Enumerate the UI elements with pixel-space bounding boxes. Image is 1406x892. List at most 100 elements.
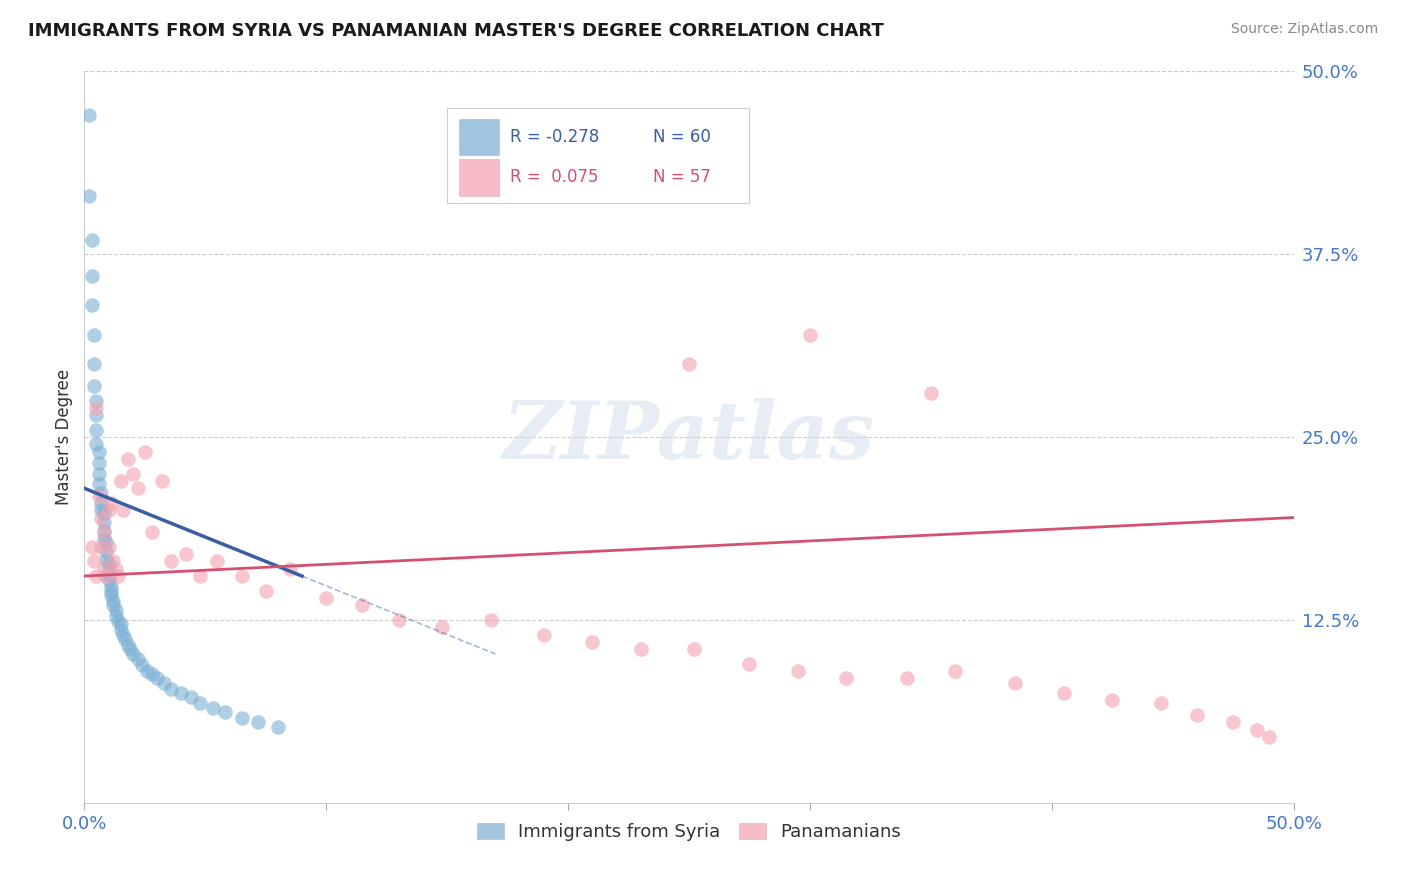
Point [83, 327, 105, 342]
Point [103, 554, 125, 568]
Point [254, 583, 277, 598]
Point [231, 569, 253, 583]
Point [90, 485, 112, 500]
Point [87, 444, 110, 458]
Point [1185, 708, 1208, 723]
Text: R =  0.075: R = 0.075 [510, 169, 599, 186]
Point [93, 562, 115, 576]
Point [1222, 715, 1244, 730]
Point [80, 540, 103, 554]
Point [121, 467, 143, 481]
Point [160, 554, 183, 568]
Point [146, 672, 169, 686]
Point [170, 686, 193, 700]
Point [207, 554, 229, 568]
Point [1004, 676, 1026, 690]
Point [114, 632, 136, 646]
Point [87, 489, 110, 503]
Point [738, 657, 761, 671]
Point [103, 594, 125, 608]
Point [93, 506, 115, 520]
Point [190, 569, 212, 583]
Point [94, 569, 117, 583]
Point [97, 562, 120, 576]
Point [127, 481, 149, 495]
Point [80, 298, 103, 312]
Point [1149, 696, 1171, 710]
Point [83, 379, 105, 393]
Point [86, 569, 108, 583]
Point [943, 664, 966, 678]
Point [83, 357, 105, 371]
Point [352, 599, 374, 613]
Point [1053, 686, 1076, 700]
Point [174, 547, 197, 561]
Point [214, 705, 236, 719]
Point [682, 642, 704, 657]
Point [786, 664, 808, 678]
Point [86, 408, 108, 422]
Point [103, 599, 125, 613]
Point [121, 647, 143, 661]
Text: R = -0.278: R = -0.278 [510, 128, 599, 146]
Point [100, 579, 122, 593]
Point [1246, 723, 1268, 737]
Point [278, 562, 301, 576]
Point [83, 554, 105, 568]
Point [80, 233, 103, 247]
Point [90, 540, 112, 554]
Point [94, 544, 117, 558]
Point [127, 652, 149, 666]
Point [131, 658, 153, 673]
Point [120, 642, 142, 657]
Point [97, 556, 120, 570]
Point [180, 690, 202, 705]
Point [190, 696, 212, 710]
Point [94, 553, 117, 567]
Point [160, 681, 183, 696]
Point [100, 583, 122, 598]
Point [247, 715, 270, 730]
Point [93, 524, 115, 538]
Text: N = 60: N = 60 [652, 128, 710, 146]
Point [388, 613, 411, 627]
Point [153, 676, 176, 690]
Point [100, 588, 122, 602]
Point [97, 540, 120, 554]
Legend: Immigrants from Syria, Panamanians: Immigrants from Syria, Panamanians [470, 816, 908, 848]
Point [110, 617, 132, 632]
Point [117, 452, 139, 467]
Point [87, 476, 110, 491]
Point [97, 574, 120, 588]
Point [90, 510, 112, 524]
Point [920, 386, 942, 401]
Point [77, 108, 100, 122]
Point [315, 591, 337, 605]
Point [201, 700, 224, 714]
Point [231, 711, 253, 725]
Point [432, 620, 454, 634]
Point [97, 567, 120, 582]
Point [479, 613, 502, 627]
Point [110, 474, 132, 488]
Point [117, 638, 139, 652]
Point [799, 327, 821, 342]
Point [87, 467, 110, 481]
Point [93, 533, 115, 547]
Point [134, 444, 156, 458]
Point [104, 608, 127, 623]
Text: Source: ZipAtlas.com: Source: ZipAtlas.com [1230, 22, 1378, 37]
Point [112, 627, 135, 641]
Point [97, 503, 120, 517]
FancyBboxPatch shape [460, 119, 499, 155]
Point [93, 525, 115, 540]
Point [86, 393, 108, 408]
Point [835, 672, 858, 686]
Point [104, 562, 127, 576]
Point [896, 672, 918, 686]
Point [104, 603, 127, 617]
Point [141, 525, 163, 540]
Point [136, 664, 159, 678]
Point [77, 188, 100, 202]
Point [86, 423, 108, 437]
